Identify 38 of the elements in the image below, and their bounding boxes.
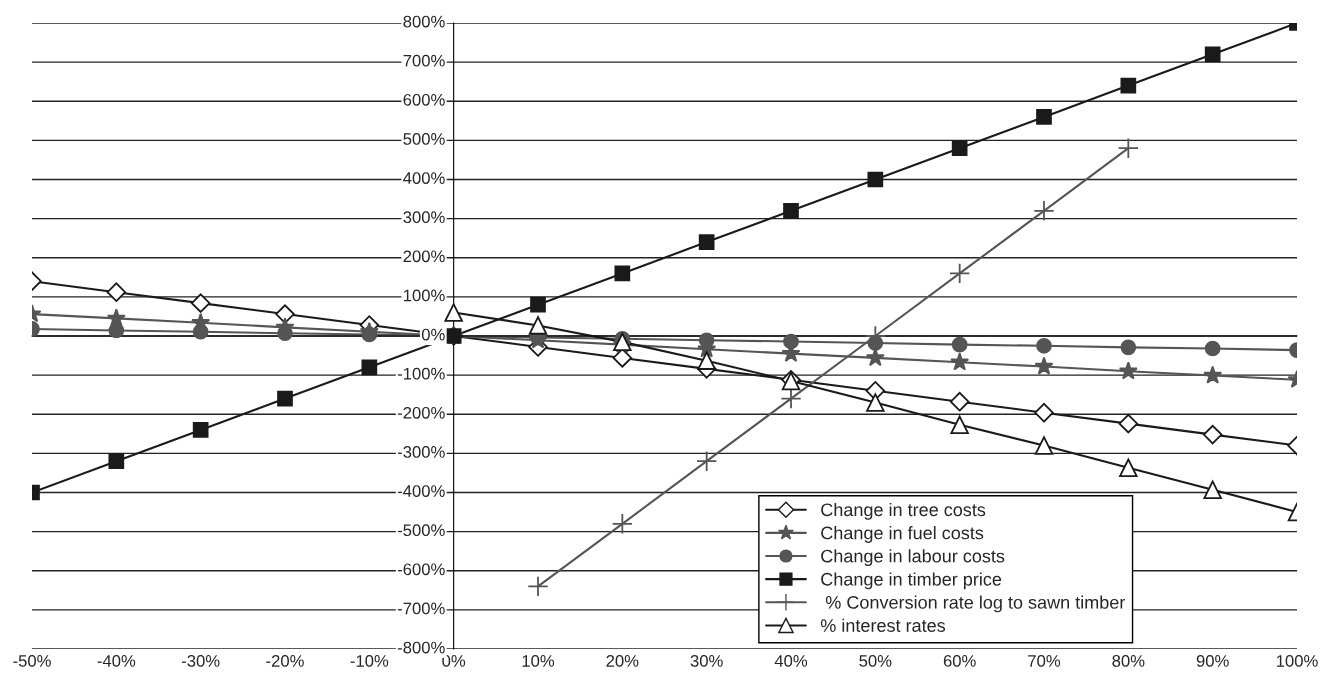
x-tick-label: -20% [266,655,304,667]
x-tick-label: -40% [97,655,136,667]
legend-label: Change in timber price [821,572,1002,590]
y-tick-label: 100% [403,289,445,302]
legend-label: % interest rates [820,618,946,632]
y-tick-label: -800% [397,641,445,654]
y-tick-label: 200% [403,250,445,263]
y-tick-label: -500% [397,524,445,537]
x-tick-label: 20% [606,655,639,667]
y-tick-label: -600% [397,563,445,576]
y-tick-label: -100% [397,367,445,380]
y-tick-label: 0% [421,328,445,341]
legend-label: Change in labour costs [821,549,1005,567]
legend-label: Change in fuel costs [821,526,984,543]
x-tick-label: -30% [181,655,220,667]
x-tick-label: 60% [943,655,976,667]
x-tick-label: 70% [1028,655,1061,667]
y-tick-label: 300% [403,211,445,224]
y-tick-label: 500% [403,133,445,145]
x-tick-label: 80% [1112,655,1145,667]
legend-label: % Conversion rate log to sawn timber [825,595,1126,613]
x-tick-label: -10% [350,655,389,667]
x-tick-label: 10% [522,655,555,667]
x-tick-label: 50% [859,655,892,667]
y-tick-label: -700% [397,602,445,615]
y-tick-label: 600% [403,93,445,106]
x-tick-label: 90% [1196,655,1229,667]
x-tick-label: -50% [13,655,51,667]
y-tick-label: 700% [403,54,445,67]
legend-label: Change in tree costs [821,502,986,520]
y-tick-label: -400% [397,485,445,497]
x-tick-label: 30% [690,655,723,667]
x-tick-label: 100% [1276,655,1318,667]
y-tick-label: -200% [397,406,445,419]
y-tick-label: -300% [397,446,445,458]
y-tick-label: 400% [403,172,445,184]
x-tick-label: 40% [774,655,808,667]
y-tick-label: 800% [403,15,445,28]
